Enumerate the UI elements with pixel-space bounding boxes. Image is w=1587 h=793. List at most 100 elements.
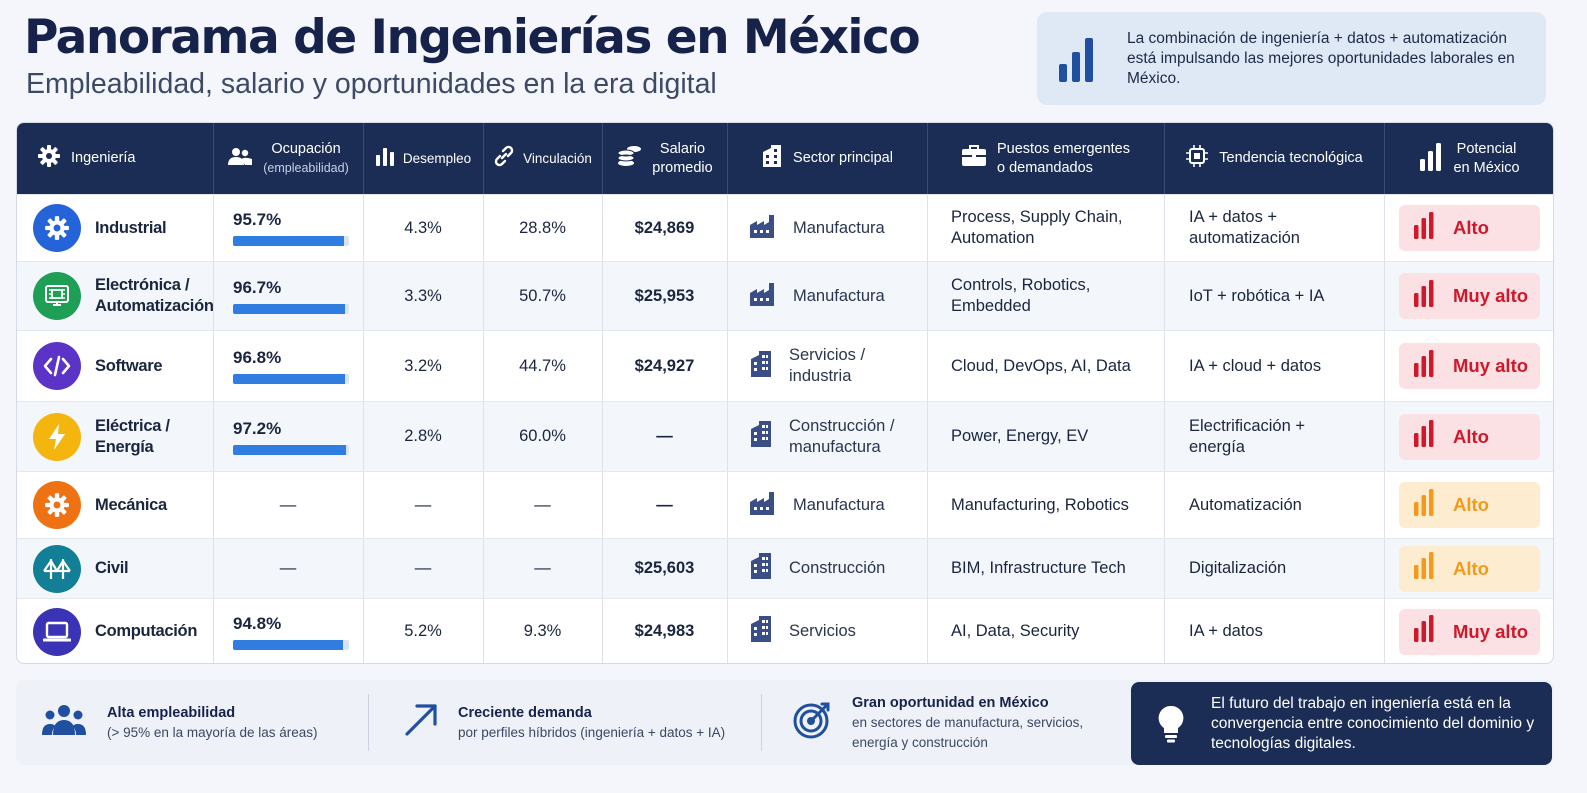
linkage-cell: 44.7% <box>483 331 602 401</box>
header-label: Tendencia tecnológica <box>1219 150 1363 166</box>
linkage-cell: 50.7% <box>483 262 602 330</box>
building-icon <box>749 420 773 453</box>
header-label: promedio <box>652 159 713 176</box>
jobs-value: Controls, Robotics, <box>951 276 1091 294</box>
header-label: Desempleo <box>402 151 472 166</box>
building-icon <box>749 615 773 648</box>
gear-icon <box>37 144 61 174</box>
footer-item-title: Creciente demanda <box>458 704 592 721</box>
potential-badge: Muy alto <box>1399 343 1540 389</box>
linkage-cell: 9.3% <box>483 599 602 663</box>
header-label: Vinculación <box>523 151 592 166</box>
bar-chart-icon <box>1413 551 1435 586</box>
footer-item-title: Alta empleabilidad <box>107 704 236 721</box>
salary-cell: $24,983 <box>602 599 727 663</box>
unemployment-value: 2.8% <box>404 427 442 445</box>
linkage-cell: — <box>483 472 602 538</box>
potential-value: Alto <box>1453 217 1489 238</box>
insight-callout: La combinación de ingeniería + datos + a… <box>1037 12 1546 105</box>
header-label: en México <box>1453 159 1520 176</box>
laptop-icon <box>33 607 81 656</box>
linkage-cell: 60.0% <box>483 402 602 471</box>
factory-icon <box>749 490 777 521</box>
coins-icon <box>616 143 642 175</box>
linkage-value: 9.3% <box>523 622 562 640</box>
building-icon <box>749 552 773 585</box>
sector-value: manufactura <box>789 437 881 456</box>
salary-cell: $25,953 <box>602 262 727 330</box>
potential-value: Alto <box>1453 425 1489 447</box>
sector-cell: Construcción <box>727 539 927 598</box>
trend-value: IA + datos + <box>1189 208 1278 226</box>
header-puestos: Puestos emergentes o demandados <box>927 123 1164 194</box>
jobs-value: Process, Supply Chain, <box>951 208 1123 226</box>
sector-cell: Manufactura <box>727 472 927 538</box>
potential-value: Muy alto <box>1453 355 1529 376</box>
sector-cell: Servicios <box>727 599 927 663</box>
circuit-board-icon <box>33 272 81 320</box>
bridge-icon <box>33 544 81 593</box>
linkage-cell: 28.8% <box>483 195 602 261</box>
occupancy-cell: — <box>213 472 363 538</box>
header-label: Sector principal <box>793 150 893 166</box>
gear-icon <box>33 481 81 529</box>
engineering-name: Electrónica / <box>95 276 190 294</box>
engineering-name: Energía <box>95 437 154 456</box>
sector-value: Manufactura <box>793 495 885 514</box>
building-icon <box>749 350 773 383</box>
jobs-cell: Controls, Robotics, Embedded <box>927 262 1164 330</box>
potential-badge: Alto <box>1399 205 1540 251</box>
unemployment-value: 3.3% <box>404 286 442 305</box>
occupancy-bar-fill <box>233 236 344 246</box>
engineering-name: Civil <box>95 559 129 577</box>
linkage-value: 60.0% <box>519 427 566 445</box>
linkage-value: — <box>534 495 551 514</box>
salary-cell: $25,603 <box>602 539 727 598</box>
linkage-value: 44.7% <box>519 356 566 375</box>
potential-badge: Alto <box>1399 545 1540 592</box>
header-label: Ingeniería <box>71 150 136 166</box>
page-subtitle: Empleabilidad, salario y oportunidades e… <box>26 68 717 100</box>
header-desempleo: Desempleo <box>363 123 483 194</box>
occupancy-cell: 96.8% <box>213 331 363 401</box>
occupancy-bar-fill <box>233 304 346 314</box>
table-row: Software 96.8% 3.2% 44.7% $24,927 Servicios /… <box>17 330 1553 401</box>
trend-value: Automatización <box>1189 495 1302 514</box>
engineering-name: Software <box>95 356 163 375</box>
header-sector: Sector principal <box>727 123 927 194</box>
unemployment-cell: 5.2% <box>363 599 483 663</box>
salary-value: — <box>656 495 673 514</box>
salary-cell: — <box>602 472 727 538</box>
engineering-cell: Civil <box>17 539 213 598</box>
jobs-value: Manufacturing, Robotics <box>951 495 1129 514</box>
sector-value: Manufactura <box>793 286 885 305</box>
users-icon <box>41 703 87 742</box>
header-potencial: Potencial en México <box>1384 123 1553 194</box>
engineering-cell: Industrial <box>17 195 213 261</box>
lightning-icon <box>33 412 81 461</box>
unemployment-cell: 2.8% <box>363 402 483 471</box>
jobs-value: Power, Energy, EV <box>951 427 1089 445</box>
chip-icon <box>1185 144 1209 174</box>
header-label: Puestos emergentes <box>997 140 1130 157</box>
jobs-value: Automation <box>951 229 1035 247</box>
unemployment-value: — <box>414 495 432 514</box>
header-tendencia: Tendencia tecnológica <box>1164 123 1384 194</box>
link-icon <box>493 145 515 172</box>
factory-icon <box>749 213 777 244</box>
sector-value: industria <box>789 367 852 385</box>
linkage-cell: — <box>483 539 602 598</box>
users-icon <box>227 146 253 172</box>
gear-icon <box>33 204 81 252</box>
potential-cell: Muy alto <box>1384 262 1553 330</box>
potential-value: Muy alto <box>1453 620 1529 642</box>
occupancy-value: 94.8% <box>233 613 282 633</box>
occupancy-bar <box>233 304 349 314</box>
trend-arrow-icon <box>404 703 438 742</box>
salary-value: $24,927 <box>634 356 695 375</box>
occupancy-cell: 95.7% <box>213 195 363 261</box>
jobs-cell: Power, Energy, EV <box>927 402 1164 471</box>
bar-chart-icon <box>375 146 395 171</box>
table-row: Civil — — — $25,603 Construcción BIM, Infrastr… <box>17 538 1553 598</box>
jobs-value: AI, Data, Security <box>951 622 1080 640</box>
